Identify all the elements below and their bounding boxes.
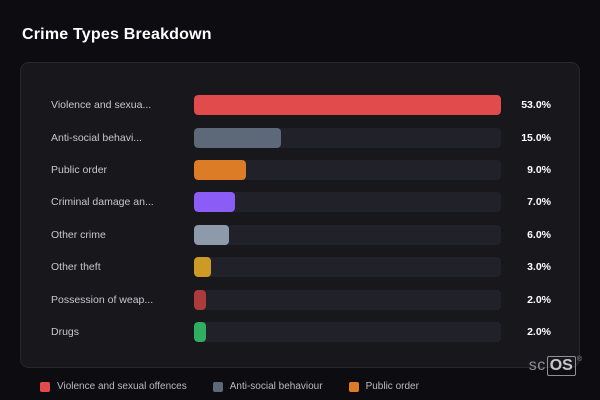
bar-row: Criminal damage an... 7.0% bbox=[51, 186, 551, 218]
bar-label: Criminal damage an... bbox=[51, 196, 154, 209]
legend: Violence and sexual offences Anti-social … bbox=[40, 381, 419, 392]
bar[interactable] bbox=[194, 127, 281, 148]
bar-row: Possession of weap... 2.0% bbox=[51, 283, 551, 315]
bar-track bbox=[194, 289, 501, 310]
bar-label: Other crime bbox=[51, 228, 106, 241]
bar-label: Possession of weap... bbox=[51, 293, 154, 306]
bar-value: 9.0% bbox=[527, 163, 551, 176]
bar-label: Other theft bbox=[51, 261, 101, 274]
bar-value: 2.0% bbox=[527, 325, 551, 338]
bar-label: Violence and sexua... bbox=[51, 99, 152, 112]
bar-track bbox=[194, 257, 501, 278]
bar-track bbox=[194, 192, 501, 213]
page-title: Crime Types Breakdown bbox=[22, 26, 212, 43]
legend-item[interactable]: Anti-social behaviour bbox=[212, 381, 323, 392]
bar-value: 2.0% bbox=[527, 293, 551, 306]
bar-track bbox=[194, 321, 501, 342]
bar-value: 53.0% bbox=[521, 99, 551, 112]
legend-label: Public order bbox=[365, 381, 419, 392]
bar-row: Anti-social behavi... 15.0% bbox=[51, 121, 551, 153]
bar-row: Public order 9.0% bbox=[51, 154, 551, 186]
bar-value: 6.0% bbox=[527, 228, 551, 241]
bar-value: 3.0% bbox=[527, 261, 551, 274]
bar-track bbox=[194, 95, 501, 116]
bar-row: Other crime 6.0% bbox=[51, 219, 551, 251]
bar-row: Drugs 2.0% bbox=[51, 316, 551, 348]
legend-item[interactable]: Public order bbox=[348, 381, 419, 392]
chart-card: Violence and sexua... 53.0% Anti-social be… bbox=[20, 62, 580, 368]
bar[interactable] bbox=[194, 224, 229, 245]
bar[interactable] bbox=[194, 257, 212, 278]
logo-prefix: sc bbox=[528, 357, 546, 374]
logo-suffix: OS bbox=[546, 356, 576, 376]
bar-label: Drugs bbox=[51, 325, 80, 338]
bar-label: Public order bbox=[51, 163, 108, 176]
bar-value: 15.0% bbox=[521, 131, 551, 144]
legend-label: Violence and sexual offences bbox=[57, 381, 187, 392]
bar-row: Other theft 3.0% bbox=[51, 251, 551, 283]
bar-label: Anti-social behavi... bbox=[51, 131, 143, 144]
legend-swatch bbox=[348, 381, 359, 392]
legend-swatch bbox=[212, 381, 223, 392]
bar-rows: Violence and sexua... 53.0% Anti-social be… bbox=[51, 89, 551, 348]
bar[interactable] bbox=[194, 192, 235, 213]
bar-track bbox=[194, 159, 501, 180]
bar-row: Violence and sexua... 53.0% bbox=[51, 89, 551, 121]
registered-mark: ® bbox=[576, 356, 582, 363]
legend-swatch bbox=[40, 381, 50, 392]
legend-item[interactable]: Violence and sexual offences bbox=[40, 381, 187, 392]
scos-logo: sc OS ® bbox=[529, 356, 582, 376]
bar[interactable] bbox=[194, 321, 206, 342]
legend-label: Anti-social behaviour bbox=[229, 381, 323, 392]
bar[interactable] bbox=[194, 159, 247, 180]
bar-track bbox=[194, 224, 501, 245]
bar[interactable] bbox=[194, 95, 501, 116]
bar-value: 7.0% bbox=[527, 196, 551, 209]
bar-track bbox=[194, 127, 501, 148]
bar[interactable] bbox=[194, 289, 206, 310]
